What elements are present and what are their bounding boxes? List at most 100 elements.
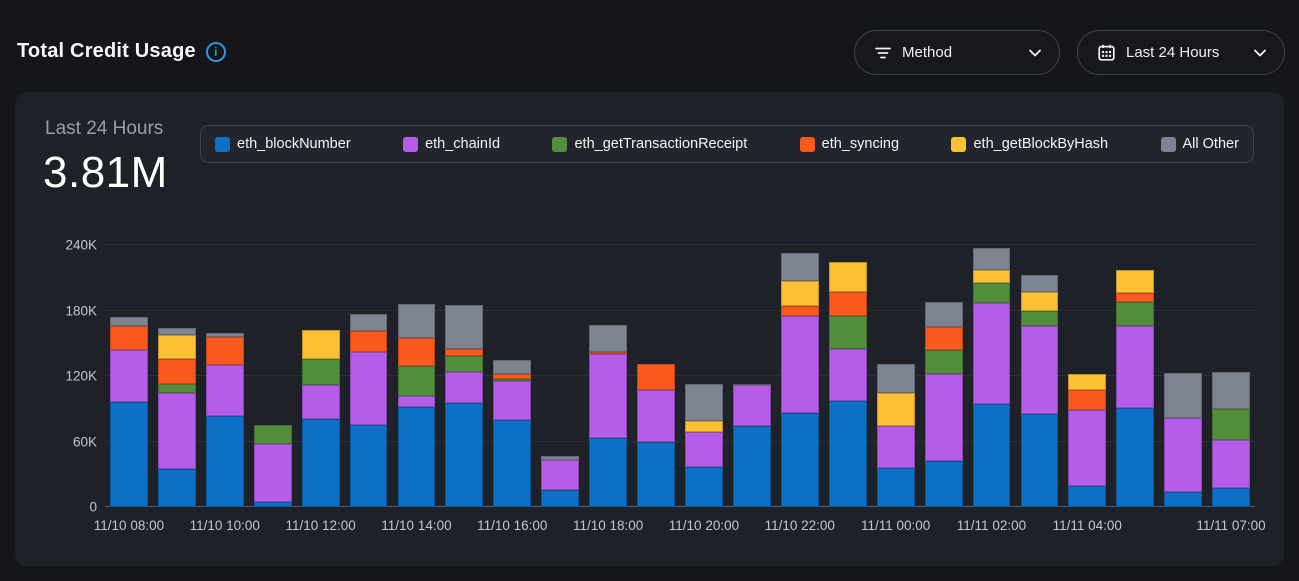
bar-segment: [924, 349, 963, 374]
bar-segment: [397, 337, 436, 367]
bar-segment: [685, 383, 723, 421]
bar-slot: [872, 245, 920, 507]
bar-segment: [1116, 407, 1155, 507]
y-axis-tick-label: 60K: [72, 434, 97, 449]
legend-item: eth_getTransactionReceipt: [552, 136, 747, 152]
bar-segment: [301, 384, 340, 419]
gridline: [105, 440, 1255, 442]
bar-segment: [972, 283, 1011, 303]
x-axis-tick-label: 11/10 22:00: [764, 518, 835, 533]
y-axis-tick-label: 240K: [65, 237, 97, 253]
stacked-bar: [589, 245, 628, 507]
legend-item: eth_syncing: [799, 136, 899, 152]
total-credit-usage-card: Last 24 Hours 3.81M eth_blockNumber eth_c…: [15, 92, 1284, 566]
legend-swatch-icon: [215, 136, 230, 152]
bar-segment: [110, 317, 148, 326]
bar-slot: [153, 245, 201, 507]
bar-segment: [445, 348, 484, 357]
x-axis-tick-label: 11/10 18:00: [572, 518, 644, 533]
bar-segment: [205, 336, 244, 366]
summary-period-label: Last 24 Hours: [45, 118, 164, 139]
stacked-bar: [157, 245, 196, 507]
bar-segment: [685, 420, 723, 432]
stacked-bar: [205, 245, 244, 507]
bar-segment: [733, 384, 771, 427]
bar-slot: [680, 245, 728, 507]
stacked-bar: [397, 245, 436, 507]
bar-segment: [493, 381, 532, 420]
bar-segment: [972, 404, 1011, 507]
bar-segment: [972, 302, 1011, 405]
bar-slot: [393, 245, 441, 507]
bar-segment: [205, 365, 244, 417]
bar-segment: [1116, 301, 1155, 326]
bar-segment: [1116, 293, 1155, 302]
stacked-bar: [876, 245, 915, 507]
plot-area: 0 60K 120K 180K 240K 11/10 08:00 11/10 10:00 11…: [65, 238, 1265, 534]
x-axis-tick-label: 11/10 10:00: [189, 518, 260, 533]
bars-container: [105, 245, 1255, 507]
bar-segment: [205, 333, 244, 337]
info-icon[interactable]: i: [205, 41, 226, 62]
legend-swatch-icon: [1160, 136, 1176, 152]
bar-segment: [1164, 372, 1203, 418]
bar-segment: [1116, 270, 1155, 294]
bar-slot: [1207, 245, 1255, 507]
bar-segment: [253, 501, 292, 507]
gridline: [105, 375, 1255, 376]
bar-slot: [776, 245, 824, 507]
bar-segment: [589, 324, 628, 353]
bar-segment: [349, 425, 388, 507]
method-filter-label: Method: [902, 44, 953, 61]
bar-slot: [968, 245, 1016, 507]
bar-segment: [157, 334, 196, 359]
x-axis-tick-label: 11/10 08:00: [93, 518, 165, 533]
stacked-bar: [1068, 245, 1107, 507]
bar-slot: [201, 245, 249, 507]
bar-segment: [397, 366, 436, 396]
chart-legend: eth_blockNumber eth_chainId eth_getTransac…: [200, 125, 1254, 163]
gridline: [105, 244, 1255, 245]
x-axis-tick-label: 11/11 04:00: [1052, 518, 1122, 533]
bar-segment: [1212, 440, 1251, 489]
bar-segment: [924, 461, 963, 507]
bar-segment: [205, 416, 244, 507]
x-axis-tick-label: 11/10 12:00: [285, 518, 356, 533]
bar-slot: [728, 245, 776, 507]
bar-segment: [157, 468, 196, 507]
bar-segment: [1164, 417, 1203, 492]
bar-segment: [445, 356, 484, 372]
method-filter-button[interactable]: Method: [854, 30, 1060, 75]
legend-item: eth_chainId: [403, 136, 500, 152]
bar-slot: [249, 245, 297, 507]
bar-segment: [637, 390, 676, 442]
bar-segment: [541, 460, 580, 490]
bar-segment: [780, 252, 819, 282]
bar-segment: [1212, 488, 1251, 507]
bar-segment: [157, 383, 196, 394]
bar-segment: [828, 262, 867, 292]
y-axis-tick-label: 120K: [65, 368, 97, 384]
stacked-bar: [253, 245, 292, 507]
bar-segment: [349, 313, 388, 332]
x-axis-tick-label: 11/11 00:00: [860, 518, 931, 533]
x-axis-tick-label: 11/10 14:00: [381, 518, 452, 533]
bar-segment: [397, 304, 436, 338]
legend-item: eth_blockNumber: [215, 136, 351, 152]
stacked-bar: [685, 245, 723, 507]
bar-segment: [541, 489, 580, 507]
bar-segment: [733, 383, 771, 385]
date-range-button[interactable]: Last 24 Hours: [1077, 30, 1285, 75]
stacked-bar: [1116, 245, 1155, 507]
bar-segment: [397, 406, 436, 507]
x-axis-tick-label: 11/11 02:00: [956, 518, 1027, 533]
legend-swatch-icon: [552, 136, 568, 152]
bar-segment: [1020, 274, 1059, 292]
bar-segment: [780, 306, 819, 316]
stacked-bar: [1020, 245, 1059, 507]
bar-segment: [828, 401, 867, 507]
bar-slot: [920, 245, 968, 507]
stacked-bar: [301, 245, 340, 507]
bar-segment: [301, 358, 340, 385]
y-axis-tick-label: 0: [89, 499, 97, 515]
